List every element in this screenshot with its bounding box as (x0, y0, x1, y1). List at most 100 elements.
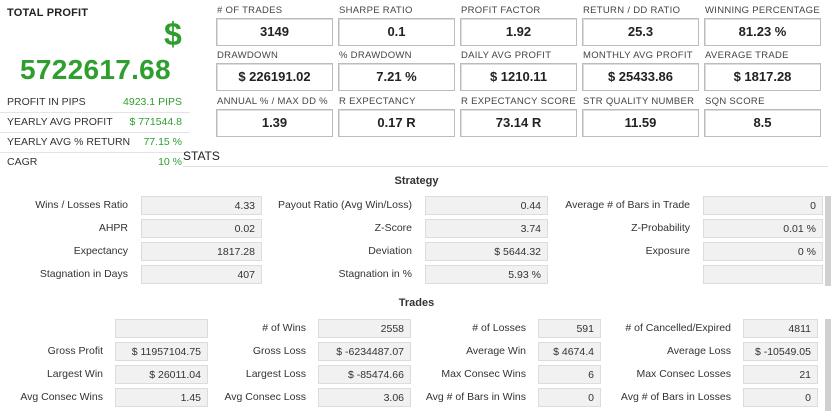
stats-divider (183, 166, 828, 167)
metric-r-expectancy-score: R EXPECTANCY SCORE 73.14 R (460, 96, 579, 140)
metric-label: # OF TRADES (217, 5, 283, 16)
dollar-icon: $ (164, 16, 182, 52)
strategy-label: Z-Score (374, 222, 412, 234)
metric-return-dd: RETURN / DD RATIO 25.3 (582, 5, 701, 49)
metric-label: ANNUAL % / MAX DD % (217, 96, 328, 107)
trades-section-title: Trades (398, 297, 435, 309)
metric-value: 0.1 (338, 18, 455, 46)
metric-annual-max-dd: ANNUAL % / MAX DD % 1.39 (216, 96, 335, 140)
strategy-value: 1817.28 (141, 242, 262, 261)
strategy-section-title: Strategy (394, 175, 439, 187)
metric-value: $ 1817.28 (704, 63, 821, 91)
trades-label: # of Cancelled/Expired (625, 322, 731, 334)
strategy-value: 0.02 (141, 219, 262, 238)
trades-label: Largest Loss (245, 368, 306, 380)
trades-label: Average Loss (666, 345, 731, 357)
summary-row-value: $ 771544.8 (129, 116, 182, 128)
metric-daily-avg-profit: DAILY AVG PROFIT $ 1210.11 (460, 50, 579, 94)
summary-row-label: PROFIT IN PIPS (7, 96, 86, 108)
trades-value: 4811 (743, 319, 818, 338)
trades-label: Average Win (466, 345, 526, 357)
metric-value: 1.92 (460, 18, 577, 46)
summary-row-profit-pips: PROFIT IN PIPS 4923.1 PIPS (0, 94, 190, 113)
scrollbar-thumb[interactable] (825, 196, 831, 286)
strategy-value: 5.93 % (425, 265, 548, 284)
trades-label: Avg # of Bars in Wins (425, 391, 526, 403)
summary-row-yearly-avg-profit: YEARLY AVG PROFIT $ 771544.8 (0, 114, 190, 133)
summary-panel: TOTAL PROFIT $ 5722617.68 PROFIT IN PIPS… (0, 0, 190, 175)
metric-value: 25.3 (582, 18, 699, 46)
summary-row-value: 77.15 % (143, 136, 182, 148)
trades-value: 1.45 (115, 388, 208, 407)
metric-value: 81.23 % (704, 18, 821, 46)
strategy-label: AHPR (98, 222, 128, 234)
metric-label: % DRAWDOWN (339, 50, 412, 61)
trades-label: # of Wins (262, 322, 306, 334)
strategy-value: 0.44 (425, 196, 548, 215)
strategy-label: Wins / Losses Ratio (35, 199, 128, 211)
strategy-value: 0 (703, 196, 823, 215)
strategy-label: Stagnation in Days (39, 268, 128, 280)
metric-value: 1.39 (216, 109, 333, 137)
strategy-value: $ 5644.32 (425, 242, 548, 261)
trades-value: $ -6234487.07 (318, 342, 411, 361)
trades-value: $ 4674.4 (538, 342, 601, 361)
metric-label: MONTHLY AVG PROFIT (583, 50, 693, 61)
metric-label: R EXPECTANCY (339, 96, 416, 107)
summary-row-cagr: CAGR 10 % (0, 154, 190, 172)
metric-sqn-score: SQN SCORE 8.5 (704, 96, 823, 140)
metric-profit-factor: PROFIT FACTOR 1.92 (460, 5, 579, 49)
metric-value: 11.59 (582, 109, 699, 137)
metric-r-expectancy: R EXPECTANCY 0.17 R (338, 96, 457, 140)
metric-drawdown: DRAWDOWN $ 226191.02 (216, 50, 335, 94)
trades-value: $ 11957104.75 (115, 342, 208, 361)
strategy-label: Z-Probability (631, 222, 690, 234)
metric-label: WINNING PERCENTAGE (705, 5, 821, 16)
metric-label: DAILY AVG PROFIT (461, 50, 552, 61)
summary-row-label: YEARLY AVG PROFIT (7, 116, 113, 128)
metric-value: 8.5 (704, 109, 821, 137)
metric-value: $ 25433.86 (582, 63, 699, 91)
trades-value: 21 (743, 365, 818, 384)
trades-value: $ -85474.66 (318, 365, 411, 384)
trades-label: Avg Consec Wins (20, 391, 103, 403)
trades-label: Avg # of Bars in Losses (620, 391, 731, 403)
trades-label: Gross Loss (252, 345, 306, 357)
metric-value: $ 1210.11 (460, 63, 577, 91)
metric-sharpe: SHARPE RATIO 0.1 (338, 5, 457, 49)
trades-label: Avg Consec Loss (224, 391, 306, 403)
scrollbar-thumb-lower[interactable] (825, 319, 831, 411)
metric-pct-drawdown: % DRAWDOWN 7.21 % (338, 50, 457, 94)
trades-value: 0 (743, 388, 818, 407)
trades-value: 0 (538, 388, 601, 407)
trades-label: Max Consec Wins (441, 368, 526, 380)
metric-winning-pct: WINNING PERCENTAGE 81.23 % (704, 5, 823, 49)
metric-label: SQN SCORE (705, 96, 765, 107)
strategy-label: Deviation (368, 245, 412, 257)
metric-label: RETURN / DD RATIO (583, 5, 681, 16)
total-profit-value: 5722617.68 (20, 54, 171, 85)
strategy-label: Expectancy (73, 245, 128, 257)
metric-str-quality: STR QUALITY NUMBER 11.59 (582, 96, 701, 140)
trades-value: 6 (538, 365, 601, 384)
metric-label: R EXPECTANCY SCORE (461, 96, 576, 107)
summary-row-value: 10 % (158, 156, 182, 168)
strategy-value: 4.33 (141, 196, 262, 215)
trades-value: $ -10549.05 (743, 342, 818, 361)
strategy-value: 0.01 % (703, 219, 823, 238)
stats-title: STATS (183, 149, 220, 163)
metric-value: 73.14 R (460, 109, 577, 137)
strategy-label: Exposure (645, 245, 690, 257)
trades-label: Max Consec Losses (636, 368, 731, 380)
metric-average-trade: AVERAGE TRADE $ 1817.28 (704, 50, 823, 94)
strategy-value: 0 % (703, 242, 823, 261)
metric-label: DRAWDOWN (217, 50, 279, 61)
strategy-label: Stagnation in % (338, 268, 412, 280)
metric-value: 3149 (216, 18, 333, 46)
metric-label: AVERAGE TRADE (705, 50, 789, 61)
metric-value: $ 226191.02 (216, 63, 333, 91)
summary-row-label: CAGR (7, 156, 38, 168)
metric-label: SHARPE RATIO (339, 5, 413, 16)
trades-label: Gross Profit (47, 345, 103, 357)
summary-row-value: 4923.1 PIPS (123, 96, 182, 108)
